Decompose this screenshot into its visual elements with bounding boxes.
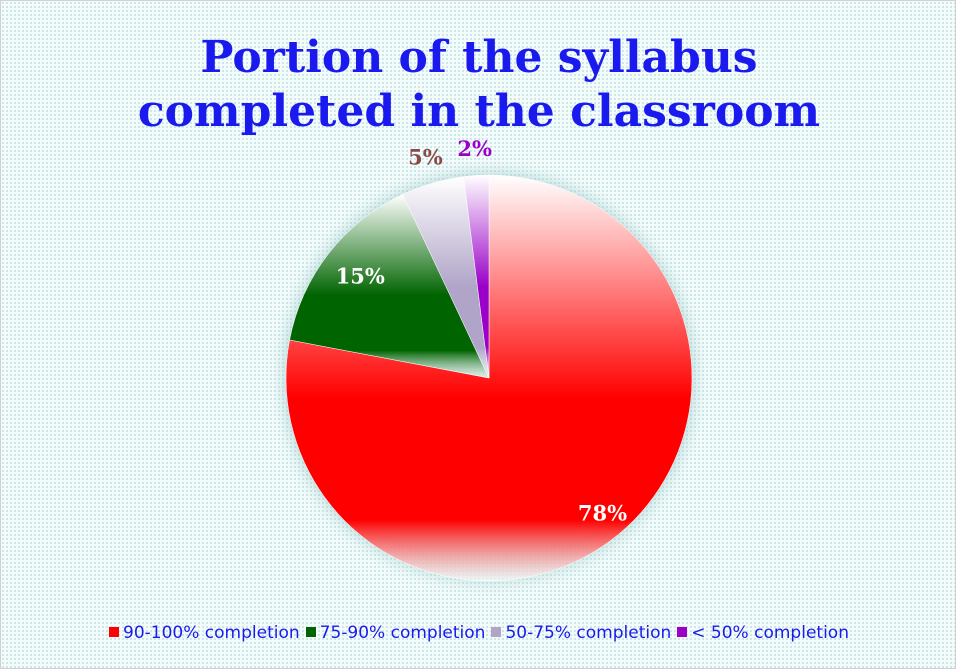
- pie-slice: [463, 174, 490, 379]
- data-label: 78%: [578, 501, 627, 526]
- data-label: 5%: [408, 145, 443, 170]
- pie-slice: [289, 193, 490, 379]
- legend-swatch: [109, 627, 120, 637]
- legend-swatch: [491, 627, 502, 637]
- chart-title: Portion of the syllabus completed in the…: [137, 32, 821, 137]
- legend-label: 50-75% completion: [505, 623, 672, 643]
- legend-item: 50-75% completion: [491, 623, 671, 643]
- legend: 90-100% completion 75-90% completion 50-75…: [1, 623, 956, 643]
- legend-item: < 50% completion: [677, 623, 849, 643]
- pie: [285, 174, 693, 582]
- legend-swatch: [305, 627, 316, 637]
- legend-swatch: [677, 627, 688, 637]
- data-label: 15%: [336, 264, 385, 289]
- legend-label: < 50% completion: [691, 623, 849, 643]
- legend-label: 75-90% completion: [319, 623, 486, 643]
- legend-label: 90-100% completion: [123, 623, 300, 643]
- legend-item: 90-100% completion: [109, 623, 300, 643]
- legend-item: 75-90% completion: [305, 623, 486, 643]
- data-label: 2%: [457, 136, 492, 161]
